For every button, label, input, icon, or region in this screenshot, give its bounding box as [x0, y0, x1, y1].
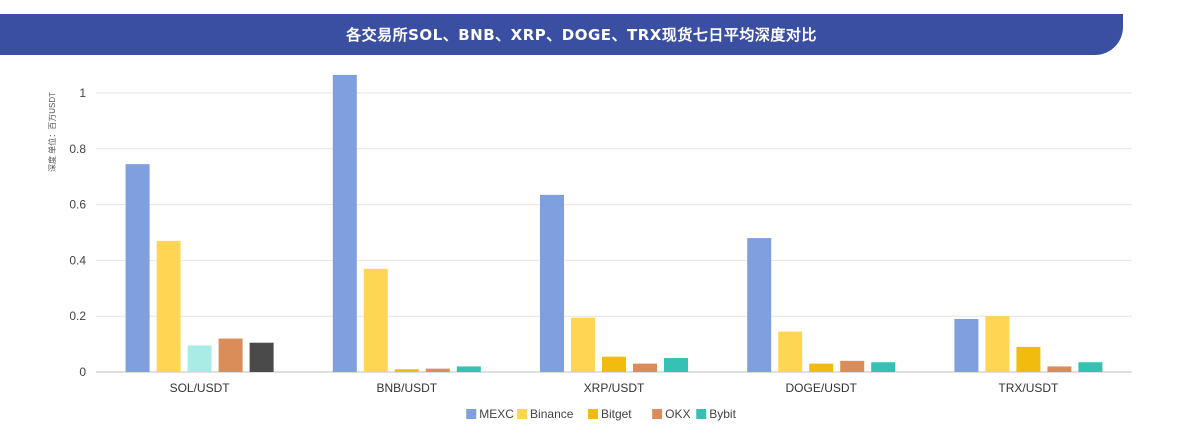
y-tick-label: 0.4 [69, 253, 86, 267]
bar-mexc-bnb-usdt [332, 74, 357, 373]
bar-bybit-doge-usdt [871, 362, 896, 372]
bar-bitget-bnb-usdt [394, 369, 419, 372]
y-tick-label: 0.6 [69, 198, 86, 212]
x-tick-label: DOGE/USDT [786, 381, 858, 395]
legend-swatch-bybit [696, 409, 707, 419]
bar-mexc-xrp-usdt [540, 194, 564, 372]
legend-swatch-bitget [587, 409, 598, 419]
bar-okx-doge-usdt [840, 360, 865, 372]
legend-label-bybit: Bybit [709, 407, 736, 421]
chart-title: 各交易所SOL、BNB、XRP、DOGE、TRX现货七日平均深度对比 [346, 26, 817, 44]
legend-swatch-okx [652, 409, 663, 419]
chart-area: 0 0.2 0.4 0.6 0.8 1 深度 单位：百万USDT SOL/USDT BNB/US… [0, 60, 1200, 443]
bar-bybit-trx-usdt [1078, 362, 1103, 372]
bar-binance-xrp-usdt [571, 317, 595, 372]
bar-bitget-doge-usdt [809, 363, 834, 372]
y-tick-label: 0.2 [69, 309, 86, 323]
legend-swatch-mexc [466, 409, 477, 419]
bar-binance-trx-usdt [985, 316, 1010, 372]
bar-mexc-trx-usdt [954, 318, 979, 372]
bar-okx-bnb-usdt [425, 368, 450, 372]
legend-label-binance: Binance [530, 407, 574, 421]
y-tick-label: 1 [79, 86, 86, 100]
bar-bitget-trx-usdt [1016, 346, 1041, 372]
y-axis-label: 深度 单位：百万USDT [47, 92, 57, 172]
bar-bybit-sol-usdt [249, 342, 274, 372]
y-tick-label: 0.8 [69, 142, 86, 156]
legend-label-mexc: MEXC [479, 407, 514, 421]
y-tick-label: 0 [79, 365, 86, 379]
bar-mexc-sol-usdt [125, 164, 150, 372]
bar-chart: 0 0.2 0.4 0.6 0.8 1 深度 单位：百万USDT SOL/USDT BNB/US… [47, 74, 1132, 421]
bar-bitget-xrp-usdt [602, 356, 626, 372]
bar-mexc-doge-usdt [747, 238, 772, 372]
bar-bybit-xrp-usdt [664, 358, 688, 372]
legend-swatch-binance [517, 409, 528, 419]
legend-label-okx: OKX [665, 407, 690, 421]
bar-okx-xrp-usdt [633, 363, 657, 372]
x-tick-label: XRP/USDT [584, 381, 645, 395]
legend-label-bitget: Bitget [601, 407, 632, 421]
bar-bybit-bnb-usdt [456, 366, 481, 372]
x-tick-label: TRX/USDT [998, 381, 1059, 395]
bar-binance-sol-usdt [156, 240, 181, 372]
bar-okx-trx-usdt [1047, 366, 1072, 372]
bar-binance-bnb-usdt [363, 268, 388, 372]
x-tick-label: SOL/USDT [170, 381, 231, 395]
bar-bitget-sol-usdt [187, 345, 212, 372]
x-tick-label: BNB/USDT [376, 381, 437, 395]
title-banner: 各交易所SOL、BNB、XRP、DOGE、TRX现货七日平均深度对比 [0, 14, 1123, 55]
bar-binance-doge-usdt [778, 331, 803, 372]
bar-okx-sol-usdt [218, 338, 243, 372]
